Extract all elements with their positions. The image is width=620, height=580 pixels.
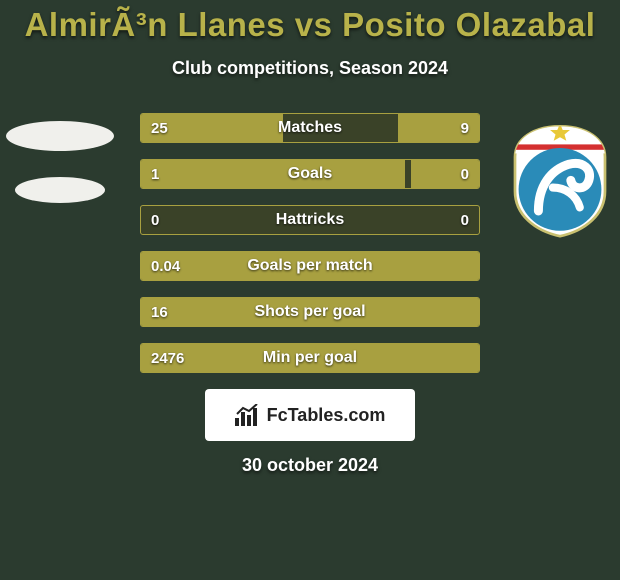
stat-row: Shots per goal16	[140, 297, 480, 327]
stat-value-right: 0	[461, 160, 469, 188]
stat-row: Goals per match0.04	[140, 251, 480, 281]
date: 30 october 2024	[0, 455, 620, 476]
comparison-infographic: AlmirÃ³n Llanes vs Posito Olazabal Club …	[0, 0, 620, 580]
stat-value-left: 25	[151, 114, 168, 142]
subtitle: Club competitions, Season 2024	[0, 58, 620, 79]
stat-value-left: 2476	[151, 344, 184, 372]
stat-row: Hattricks0 0	[140, 205, 480, 235]
right-team-badge	[506, 121, 614, 238]
bar-left-fill	[141, 252, 479, 280]
watermark-text: FcTables.com	[267, 405, 386, 426]
stat-row: Min per goal2476	[140, 343, 480, 373]
bars-container: Matches259Goals10Hattricks00Goals per ma…	[140, 113, 480, 373]
left-placeholder-ellipse-2	[15, 177, 105, 203]
bar-left-fill	[141, 160, 405, 188]
stat-value-left: 16	[151, 298, 168, 326]
stat-row: Matches259	[140, 113, 480, 143]
bar-left-fill	[141, 298, 479, 326]
watermark: FcTables.com	[205, 389, 415, 441]
bar-left-fill	[141, 344, 479, 372]
content-area: Matches259Goals10Hattricks00Goals per ma…	[0, 113, 620, 373]
stat-value-left: 1	[151, 160, 159, 188]
stat-value-right: 9	[461, 114, 469, 142]
stat-label: Hattricks	[141, 206, 479, 234]
left-placeholder-ellipse-1	[6, 121, 114, 151]
stat-value-left: 0	[151, 206, 159, 234]
stat-value-right: 0	[461, 206, 469, 234]
left-team-column	[0, 113, 120, 203]
fctables-icon	[235, 404, 261, 426]
right-team-column	[500, 113, 620, 238]
stat-row: Goals10	[140, 159, 480, 189]
page-title: AlmirÃ³n Llanes vs Posito Olazabal	[0, 0, 620, 44]
stat-value-left: 0.04	[151, 252, 180, 280]
